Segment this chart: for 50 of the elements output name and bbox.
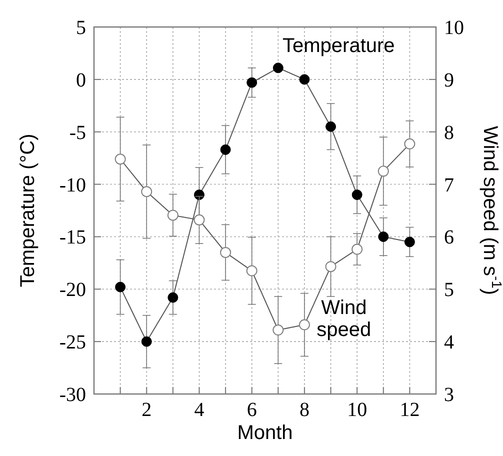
y-tick-label: -25 <box>59 332 86 354</box>
point <box>299 74 310 85</box>
y2-tick-label: 5 <box>444 279 454 302</box>
x-tick-label: 6 <box>246 399 257 421</box>
x-axis-title: Month <box>237 422 293 444</box>
point <box>246 265 258 276</box>
point <box>220 246 232 258</box>
point <box>114 154 126 165</box>
point <box>168 292 178 303</box>
point <box>272 62 284 74</box>
x-tick-label: 12 <box>400 399 420 421</box>
y2-tick-label: 4 <box>444 332 454 354</box>
y2-tick-label: 7 <box>444 174 454 196</box>
point <box>404 138 416 150</box>
x-tick-label: 4 <box>194 399 204 421</box>
y2-tick-label: 6 <box>444 226 454 249</box>
y-tick-label: 5 <box>76 17 86 39</box>
point <box>246 77 258 88</box>
y2-tick-label: 8 <box>444 122 454 144</box>
point <box>115 282 126 292</box>
y-tick-label: -20 <box>59 279 86 302</box>
point <box>378 166 389 177</box>
y-tick-label: -10 <box>59 174 86 196</box>
point <box>325 261 336 272</box>
y-tick-label: -5 <box>69 122 86 144</box>
point <box>220 144 231 155</box>
point <box>167 210 178 221</box>
point <box>298 319 310 330</box>
point <box>352 190 362 200</box>
point <box>272 324 284 336</box>
point <box>404 236 415 248</box>
point <box>352 244 363 255</box>
x-tick-label: 8 <box>299 399 310 421</box>
y-tick-label: 0 <box>76 69 86 92</box>
y2-tick-label: 3 <box>444 384 454 406</box>
point <box>141 336 152 347</box>
point <box>326 121 336 132</box>
y-tick-label: -30 <box>59 384 86 406</box>
series-label: Wind speed <box>316 297 372 341</box>
y2-tick-label: 9 <box>444 69 454 92</box>
x-tick-label: 10 <box>347 399 368 421</box>
point <box>378 231 389 242</box>
point <box>194 214 205 226</box>
y-axis-title: Temperature (°C) <box>17 134 39 288</box>
point <box>194 190 204 200</box>
point <box>141 186 152 198</box>
x-tick-label: 2 <box>142 399 152 421</box>
series-label: Temperature <box>282 35 395 57</box>
y2-tick-label: 10 <box>444 17 464 39</box>
y-tick-label: -15 <box>59 226 86 249</box>
